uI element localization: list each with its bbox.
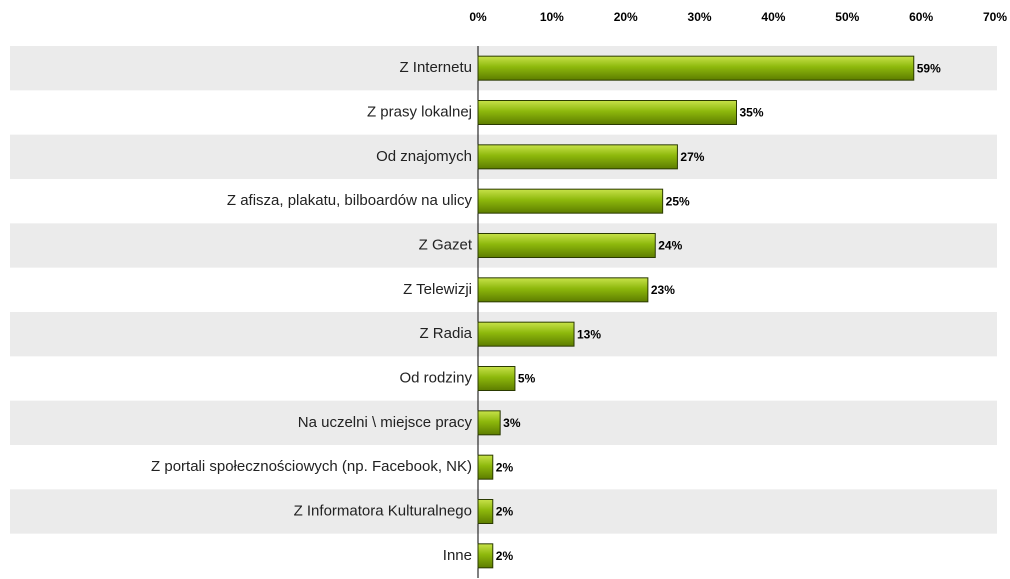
bar [477, 188, 664, 214]
value-label: 2% [496, 460, 514, 474]
bar [477, 366, 516, 391]
bar [477, 55, 915, 81]
category-label: Z Informatora Kulturalnego [294, 502, 472, 519]
x-tick-label: 40% [761, 10, 785, 24]
bar [477, 454, 494, 480]
category-label: Z afisza, plakatu, bilboardów na ulicy [227, 192, 473, 209]
category-label: Z portali społecznościowych (np. Faceboo… [151, 458, 472, 475]
x-tick-label: 0% [469, 10, 487, 24]
row-band [10, 400, 997, 445]
value-label: 5% [518, 372, 536, 386]
bar [477, 499, 494, 524]
value-label: 25% [666, 194, 690, 208]
x-tick-label: 70% [983, 10, 1007, 24]
category-label: Na uczelni \ miejsce pracy [298, 414, 473, 431]
bar [477, 321, 575, 347]
value-label: 2% [496, 549, 514, 563]
x-tick-label: 50% [835, 10, 859, 24]
value-label: 24% [658, 239, 682, 253]
category-label: Z Internetu [399, 59, 472, 76]
value-label: 2% [496, 505, 514, 519]
value-label: 27% [680, 150, 704, 164]
category-label: Od rodziny [399, 369, 472, 386]
x-tick-label: 60% [909, 10, 933, 24]
value-label: 13% [577, 327, 601, 341]
value-label: 35% [740, 106, 764, 120]
row-band [10, 489, 997, 534]
x-tick-label: 10% [540, 10, 564, 24]
value-label: 23% [651, 283, 675, 297]
bar [477, 100, 737, 125]
category-label: Z Telewizji [403, 281, 472, 298]
row-bands [10, 46, 997, 534]
x-tick-label: 20% [614, 10, 638, 24]
category-label: Z prasy lokalnej [367, 103, 472, 120]
bar [477, 543, 494, 569]
value-label: 3% [503, 416, 521, 430]
category-label: Z Gazet [419, 236, 473, 253]
bar [477, 233, 656, 258]
category-label: Od znajomych [376, 148, 472, 165]
category-label: Z Radia [419, 325, 472, 342]
value-label: 59% [917, 61, 941, 75]
bar [477, 410, 501, 436]
x-tick-label: 30% [688, 10, 712, 24]
bar [477, 277, 649, 303]
category-label: Inne [443, 547, 472, 564]
bar [477, 144, 678, 170]
